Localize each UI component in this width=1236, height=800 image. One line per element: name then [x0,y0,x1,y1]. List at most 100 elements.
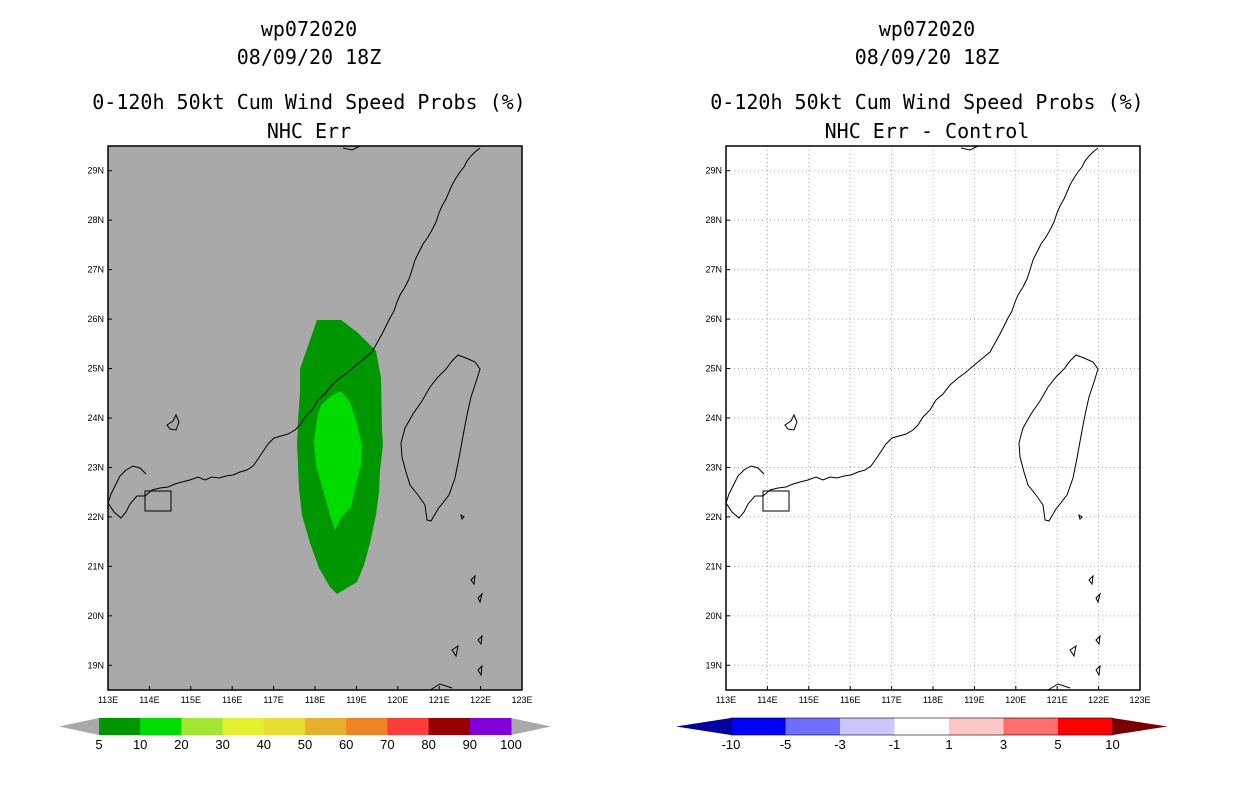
colorbar-high-triangle [1112,718,1168,735]
colorbar-label: 20 [174,737,188,752]
lon-tick-label: 122E [470,695,491,705]
china-coastline [725,147,1099,519]
colorbar-label: -1 [889,737,901,752]
colorbar-label: 60 [339,737,353,752]
lat-tick-label: 25N [87,364,104,374]
colorbar: 5 10 20 30 40 50 60 70 80 90 100 [59,718,551,752]
lon-tick-label: 121E [429,695,450,705]
storm-id-title: wp072020 [878,17,976,41]
lat-tick-label: 19N [705,660,722,670]
colorbar-label: 50 [298,737,312,752]
lat-tick-label: 22N [705,512,722,522]
small-island-5 [1095,664,1101,677]
longitude-axis: 113E 114E 115E 116E 117E 118E 119E 120E 121E 122E… [716,686,1151,705]
lon-tick-label: 116E [222,695,242,705]
lat-tick-label: 21N [87,561,104,571]
coastline [107,145,483,691]
colorbar-swatch [99,718,141,735]
small-island-8 [960,145,979,151]
lat-tick-label: 22N [87,512,104,522]
colorbar-low-triangle [676,718,731,735]
lon-tick-label: 120E [1005,695,1026,705]
lat-tick-label: 23N [705,462,722,472]
small-island-6 [1047,683,1071,691]
small-island-1 [470,574,476,586]
taiwan-island [1018,354,1099,522]
small-island-4 [1069,644,1077,658]
subtitle: NHC Err [266,119,352,143]
lat-tick-label: 20N [87,611,104,621]
colorbar-label: 80 [421,737,435,752]
lon-tick-label: 115E [181,695,201,705]
datetime-title: 08/09/20 18Z [854,45,1000,69]
lat-tick-label: 27N [705,265,722,275]
colorbar-swatch [346,718,388,735]
colorbar-label: 100 [500,737,522,752]
lat-tick-label: 24N [87,413,104,423]
datetime-title: 08/09/20 18Z [236,45,382,69]
lat-tick-label: 24N [705,413,722,423]
lat-tick-label: 27N [87,265,104,275]
product-title: 0-120h 50kt Cum Wind Speed Probs (%) [92,90,526,114]
lon-tick-label: 122E [1088,695,1109,705]
colorbar-swatch [428,718,471,735]
lon-tick-label: 116E [840,695,860,705]
lat-tick-label: 21N [705,561,722,571]
map-figure: 113E 114E 115E 116E 117E 118E 119E 120E 121E 122E… [59,145,551,752]
colorbar-label: -3 [834,737,846,752]
china-coastline [107,147,481,519]
colorbar-label: 5 [1054,737,1061,752]
china-coastline-west [107,465,147,504]
lon-tick-label: 113E [716,695,736,705]
lon-tick-label: 115E [799,695,819,705]
small-island-3 [1095,634,1101,646]
small-island-8 [342,145,361,151]
colorbar-label: 10 [133,737,147,752]
taiwan-island [400,354,481,522]
colorbar-swatch [387,718,430,735]
small-island-1 [1088,574,1094,586]
colorbar-swatch [305,718,347,735]
colorbar-swatch [949,718,1004,735]
colorbar-swatch [1003,718,1059,735]
lat-tick-label: 26N [705,314,722,324]
hong-kong-box [762,490,790,512]
colorbar: -10 -5 -3 -1 1 3 5 10 [676,717,1168,752]
lon-tick-label: 113E [98,695,118,705]
latitude-axis: 19N 20N 21N 22N 23N 24N 25N 26N 27N 28N 29N [705,166,730,670]
colorbar-swatch [469,718,512,735]
lon-tick-label: 114E [757,695,777,705]
lat-tick-label: 29N [87,166,104,176]
coastline [725,145,1101,691]
lat-tick-label: 19N [87,660,104,670]
lat-tick-label: 25N [705,364,722,374]
hong-kong-box [144,490,172,512]
colorbar-swatch [840,718,895,735]
small-island-2 [1095,592,1101,604]
lon-tick-label: 118E [923,695,943,705]
lon-tick-label: 117E [263,695,283,705]
colorbar-swatch [1058,718,1113,735]
lake-outline [784,413,798,431]
map-figure: 113E 114E 115E 116E 117E 118E 119E 120E 121E 122E… [676,145,1168,752]
lat-tick-label: 28N [87,215,104,225]
colorbar-label: 10 [1105,737,1119,752]
contour-10-percent [314,391,362,530]
lon-tick-label: 120E [387,695,408,705]
longitude-axis: 113E 114E 115E 116E 117E 118E 119E 120E 121E 122E… [98,686,533,705]
subtitle: NHC Err - Control [824,119,1030,143]
small-island-2 [477,592,483,604]
colorbar-label: 70 [380,737,394,752]
gridlines [726,146,1140,690]
probability-contours [297,320,383,594]
small-island-4 [451,644,459,658]
colorbar-swatch [785,718,841,735]
colorbar-low-triangle [59,718,99,735]
small-island-5 [477,664,483,677]
colorbar-swatch [263,718,306,735]
colorbar-swatch [731,718,786,735]
lon-tick-label: 114E [139,695,159,705]
lake-outline [166,413,180,431]
latitude-axis: 19N 20N 21N 22N 23N 24N 25N 26N 27N 28N 29N [87,166,112,670]
colorbar-label: 30 [215,737,229,752]
